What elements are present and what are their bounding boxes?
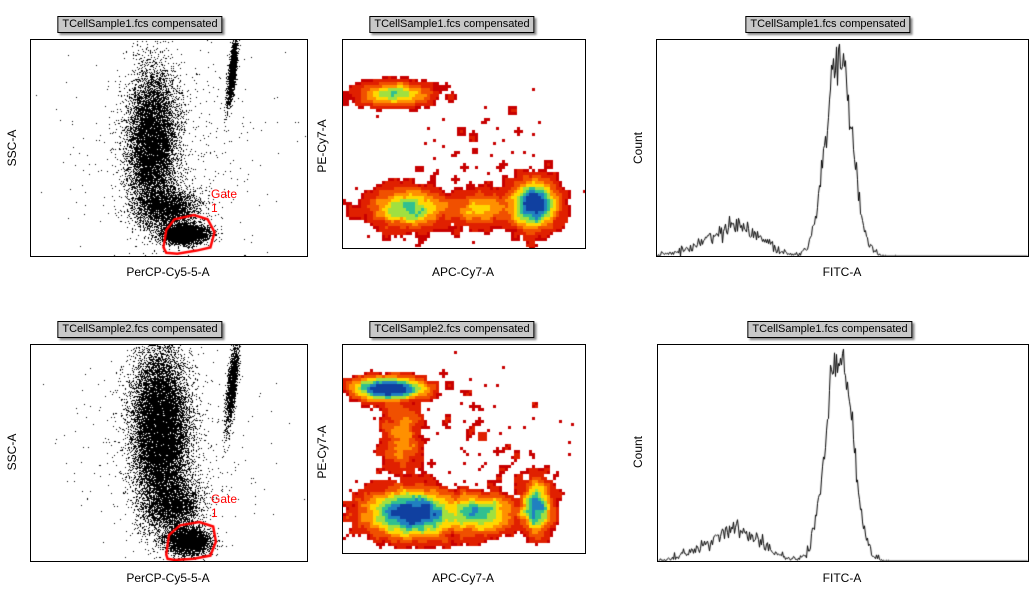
density-points xyxy=(343,345,585,553)
x-axis-label: FITC-A xyxy=(822,571,862,585)
scatter-plot[interactable] xyxy=(30,344,308,562)
x-axis-label: PerCP-Cy5-5-A xyxy=(126,265,210,279)
plot-title[interactable]: TCellSample1.fcs compensated xyxy=(745,16,911,33)
density-points xyxy=(343,40,585,248)
y-axis-label: PE-Cy7-A xyxy=(315,425,329,479)
scatter-points xyxy=(31,345,307,561)
y-axis-label: Count xyxy=(631,131,645,165)
plot-title[interactable]: TCellSample1.fcs compensated xyxy=(57,16,223,33)
gate-label[interactable]: Gate 1 xyxy=(211,492,238,520)
plot-title[interactable]: TCellSample1.fcs compensated xyxy=(369,16,535,33)
x-axis-label: FITC-A xyxy=(822,265,862,279)
y-axis-label: SSC-A xyxy=(5,433,19,471)
plot-title[interactable]: TCellSample2.fcs compensated xyxy=(57,321,223,338)
density-plot[interactable] xyxy=(342,39,586,249)
y-axis-label: PE-Cy7-A xyxy=(315,119,329,173)
histogram-line xyxy=(657,40,1028,256)
density-plot[interactable] xyxy=(342,344,586,554)
plot-title[interactable]: TCellSample1.fcs compensated xyxy=(747,321,913,338)
gate-label[interactable]: Gate 1 xyxy=(211,187,238,215)
scatter-plot[interactable] xyxy=(30,39,308,257)
x-axis-label: PerCP-Cy5-5-A xyxy=(126,571,210,585)
histogram-plot[interactable] xyxy=(656,39,1029,257)
y-axis-label: Count xyxy=(631,435,645,469)
plot-title[interactable]: TCellSample2.fcs compensated xyxy=(369,321,535,338)
scatter-points xyxy=(31,40,307,256)
x-axis-label: APC-Cy7-A xyxy=(431,265,495,279)
y-axis-label: SSC-A xyxy=(5,129,19,167)
histogram-plot[interactable] xyxy=(657,344,1029,562)
histogram-line xyxy=(658,345,1028,561)
x-axis-label: APC-Cy7-A xyxy=(431,571,495,585)
